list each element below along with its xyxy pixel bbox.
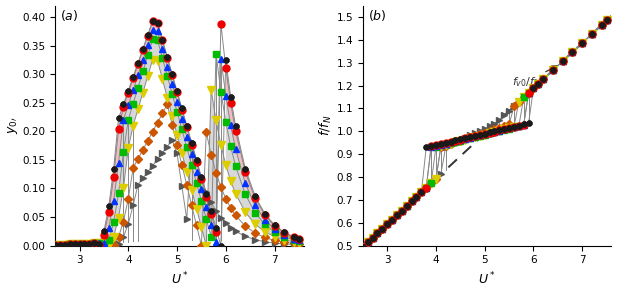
X-axis label: $U^*$: $U^*$ <box>478 271 496 287</box>
Text: $(b)$: $(b)$ <box>368 8 386 23</box>
Text: $(a)$: $(a)$ <box>60 8 78 23</box>
Text: $f_{v0}/f_N$: $f_{v0}/f_N$ <box>511 66 557 89</box>
Y-axis label: $f/f_N$: $f/f_N$ <box>318 115 334 136</box>
X-axis label: $U^*$: $U^*$ <box>170 271 188 287</box>
Y-axis label: $y_{0\prime}$: $y_{0\prime}$ <box>6 117 20 134</box>
